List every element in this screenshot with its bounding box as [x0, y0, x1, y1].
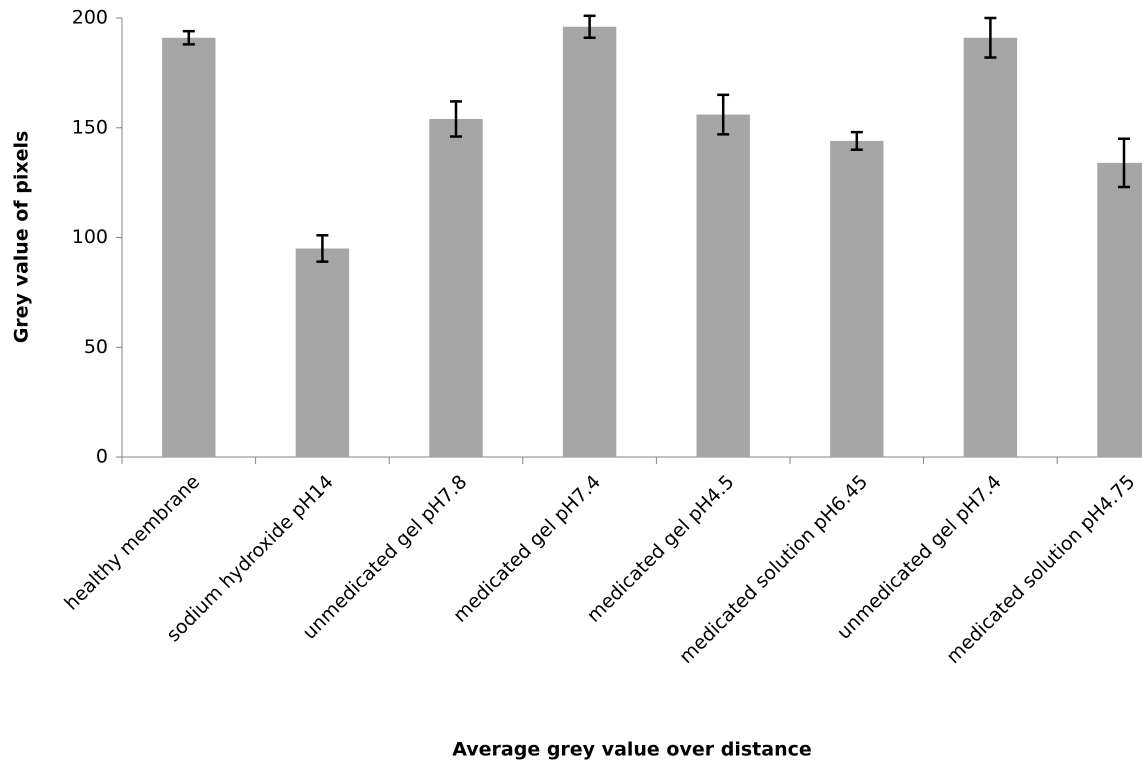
- error-bar: [850, 130, 863, 151]
- y-tick-label: 0: [96, 446, 108, 468]
- bar: [1097, 162, 1142, 457]
- x-tick-label: medicated gel pH4.5: [583, 471, 739, 627]
- x-tick-label: medicated gel pH7.4: [449, 471, 605, 627]
- x-axis-title: Average grey value over distance: [452, 739, 812, 761]
- error-bar: [1118, 137, 1130, 189]
- error-bar: [182, 29, 195, 46]
- error-bar: [717, 93, 730, 136]
- y-axis-title: Grey value of pixels: [11, 131, 33, 344]
- error-bar: [583, 14, 596, 40]
- y-tick-label: 100: [72, 226, 108, 248]
- bar: [696, 114, 750, 457]
- bar: [162, 37, 216, 457]
- y-tick-label: 50: [84, 336, 108, 358]
- y-tick-label: 200: [72, 7, 108, 29]
- error-bar: [984, 16, 997, 59]
- bar: [963, 37, 1018, 457]
- y-tick-label: 150: [72, 116, 108, 138]
- bar: [562, 26, 617, 458]
- error-bar: [450, 100, 462, 138]
- error-bar: [316, 234, 329, 263]
- bar: [830, 140, 884, 458]
- x-tick-label: healthy membrane: [60, 471, 204, 615]
- bar: [429, 118, 483, 457]
- bar: [295, 248, 350, 457]
